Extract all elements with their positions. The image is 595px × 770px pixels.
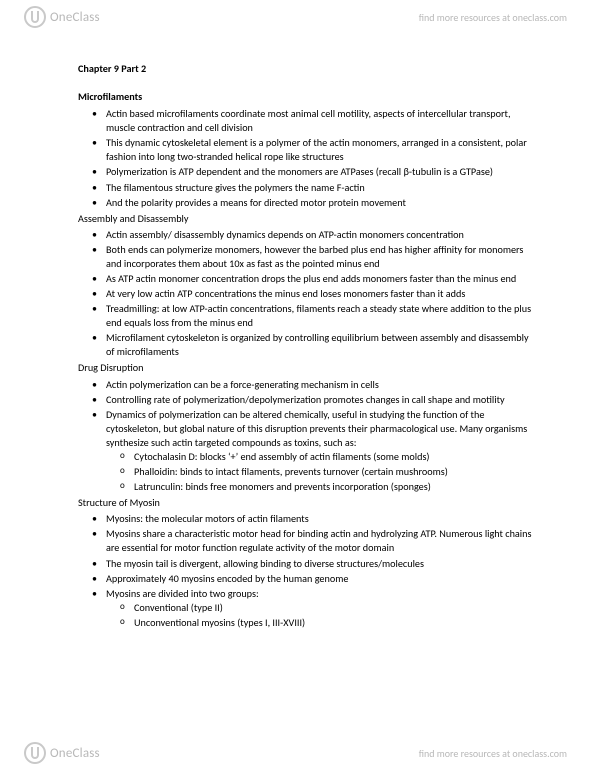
list-item: Actin based microfilaments coordinate mo… <box>106 107 535 135</box>
header-tagline: find more resources at oneclass.com <box>419 11 567 24</box>
brand-name: OneClass <box>50 10 100 25</box>
list-item: Myosins: the molecular motors of actin f… <box>106 512 535 526</box>
section-subheading: Assembly and Disassembly <box>78 212 535 226</box>
section-subheading: Structure of Myosin <box>78 496 535 510</box>
list-item: Myosins share a characteristic motor hea… <box>106 527 535 555</box>
list-item: Polymerization is ATP dependent and the … <box>106 165 535 179</box>
list-item: This dynamic cytoskeletal element is a p… <box>106 136 535 164</box>
footer-tagline: find more resources at oneclass.com <box>419 747 567 760</box>
list-item: Myosins are divided into two groups:Conv… <box>106 587 535 630</box>
list-item: Approximately 40 myosins encoded by the … <box>106 572 535 586</box>
bullet-list: Actin assembly/ disassembly dynamics dep… <box>78 228 535 360</box>
sub-bullet-list: Cytochalasin D: blocks ‘+’ end assembly … <box>106 450 535 494</box>
list-item: Treadmilling: at low ATP-actin concentra… <box>106 302 535 330</box>
chapter-title: Chapter 9 Part 2 <box>78 62 535 76</box>
list-item: Microfilament cytoskeleton is organized … <box>106 331 535 359</box>
list-item: At very low actin ATP concentrations the… <box>106 287 535 301</box>
sub-bullet-list: Conventional (type II)Unconventional myo… <box>106 601 535 630</box>
logo-icon <box>24 742 46 764</box>
list-item: Phalloidin: binds to intact filaments, p… <box>134 465 535 479</box>
list-item: As ATP actin monomer concentration drops… <box>106 272 535 286</box>
list-item: The filamentous structure gives the poly… <box>106 181 535 195</box>
list-item: Latrunculin: binds free monomers and pre… <box>134 480 535 494</box>
bullet-list: Actin polymerization can be a force-gene… <box>78 378 535 495</box>
bullet-list: Actin based microfilaments coordinate mo… <box>78 107 535 210</box>
page-footer: OneClass find more resources at oneclass… <box>0 736 595 770</box>
document-body: Chapter 9 Part 2 Microfilaments Actin bas… <box>78 62 535 631</box>
brand-name-footer: OneClass <box>50 746 100 761</box>
list-item: The myosin tail is divergent, allowing b… <box>106 557 535 571</box>
list-item: Conventional (type II) <box>134 601 535 615</box>
bullet-list: Myosins: the molecular motors of actin f… <box>78 512 535 630</box>
brand-logo: OneClass <box>24 6 100 28</box>
page-header: OneClass find more resources at oneclass… <box>0 0 595 34</box>
list-item: Dynamics of polymerization can be altere… <box>106 408 535 494</box>
section-subheading: Drug Disruption <box>78 361 535 375</box>
list-item: Actin polymerization can be a force-gene… <box>106 378 535 392</box>
list-item: And the polarity provides a means for di… <box>106 196 535 210</box>
list-item: Both ends can polymerize monomers, howev… <box>106 243 535 271</box>
brand-logo-footer: OneClass <box>24 742 100 764</box>
logo-icon <box>24 6 46 28</box>
list-item: Unconventional myosins (types I, III-XVI… <box>134 616 535 630</box>
list-item: Actin assembly/ disassembly dynamics dep… <box>106 228 535 242</box>
list-item: Cytochalasin D: blocks ‘+’ end assembly … <box>134 450 535 464</box>
list-item: Controlling rate of polymerization/depol… <box>106 393 535 407</box>
section-heading: Microfilaments <box>78 90 535 104</box>
